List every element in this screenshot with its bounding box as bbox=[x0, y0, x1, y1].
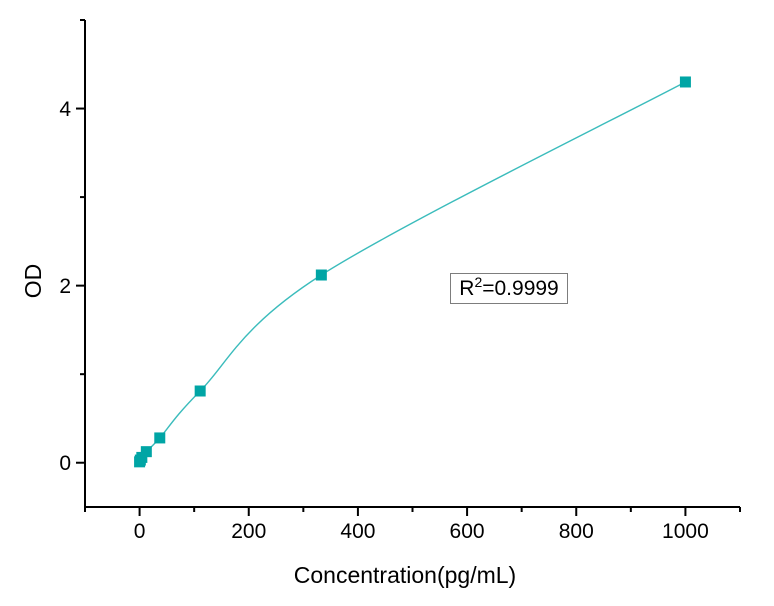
data-point-marker bbox=[154, 432, 166, 444]
r-squared-annotation: R 2 =0.9999 bbox=[450, 273, 568, 304]
y-axis-title: OD bbox=[20, 263, 46, 299]
y-tick-label: 2 bbox=[59, 275, 71, 298]
x-tick-label: 0 bbox=[134, 520, 146, 543]
y-tick-label: 0 bbox=[59, 452, 71, 475]
x-tick-label: 800 bbox=[559, 520, 594, 543]
data-point-marker bbox=[136, 451, 148, 463]
r-squared-superscript: 2 bbox=[474, 273, 483, 290]
x-tick-label: 400 bbox=[340, 520, 375, 543]
x-axis-title: Concentration(pg/mL) bbox=[293, 562, 517, 588]
x-tick-label: 600 bbox=[450, 520, 485, 543]
fit-curve-line bbox=[138, 81, 686, 463]
r-squared-value: =0.9999 bbox=[482, 276, 559, 300]
data-point-marker bbox=[679, 76, 691, 88]
data-point-marker bbox=[315, 269, 327, 281]
data-point-marker bbox=[194, 385, 206, 397]
data-point-marker bbox=[140, 446, 152, 458]
r-squared-prefix: R bbox=[459, 276, 475, 300]
x-tick-label: 1000 bbox=[662, 520, 709, 543]
y-tick-label: 4 bbox=[59, 98, 71, 121]
x-tick-label: 200 bbox=[231, 520, 266, 543]
